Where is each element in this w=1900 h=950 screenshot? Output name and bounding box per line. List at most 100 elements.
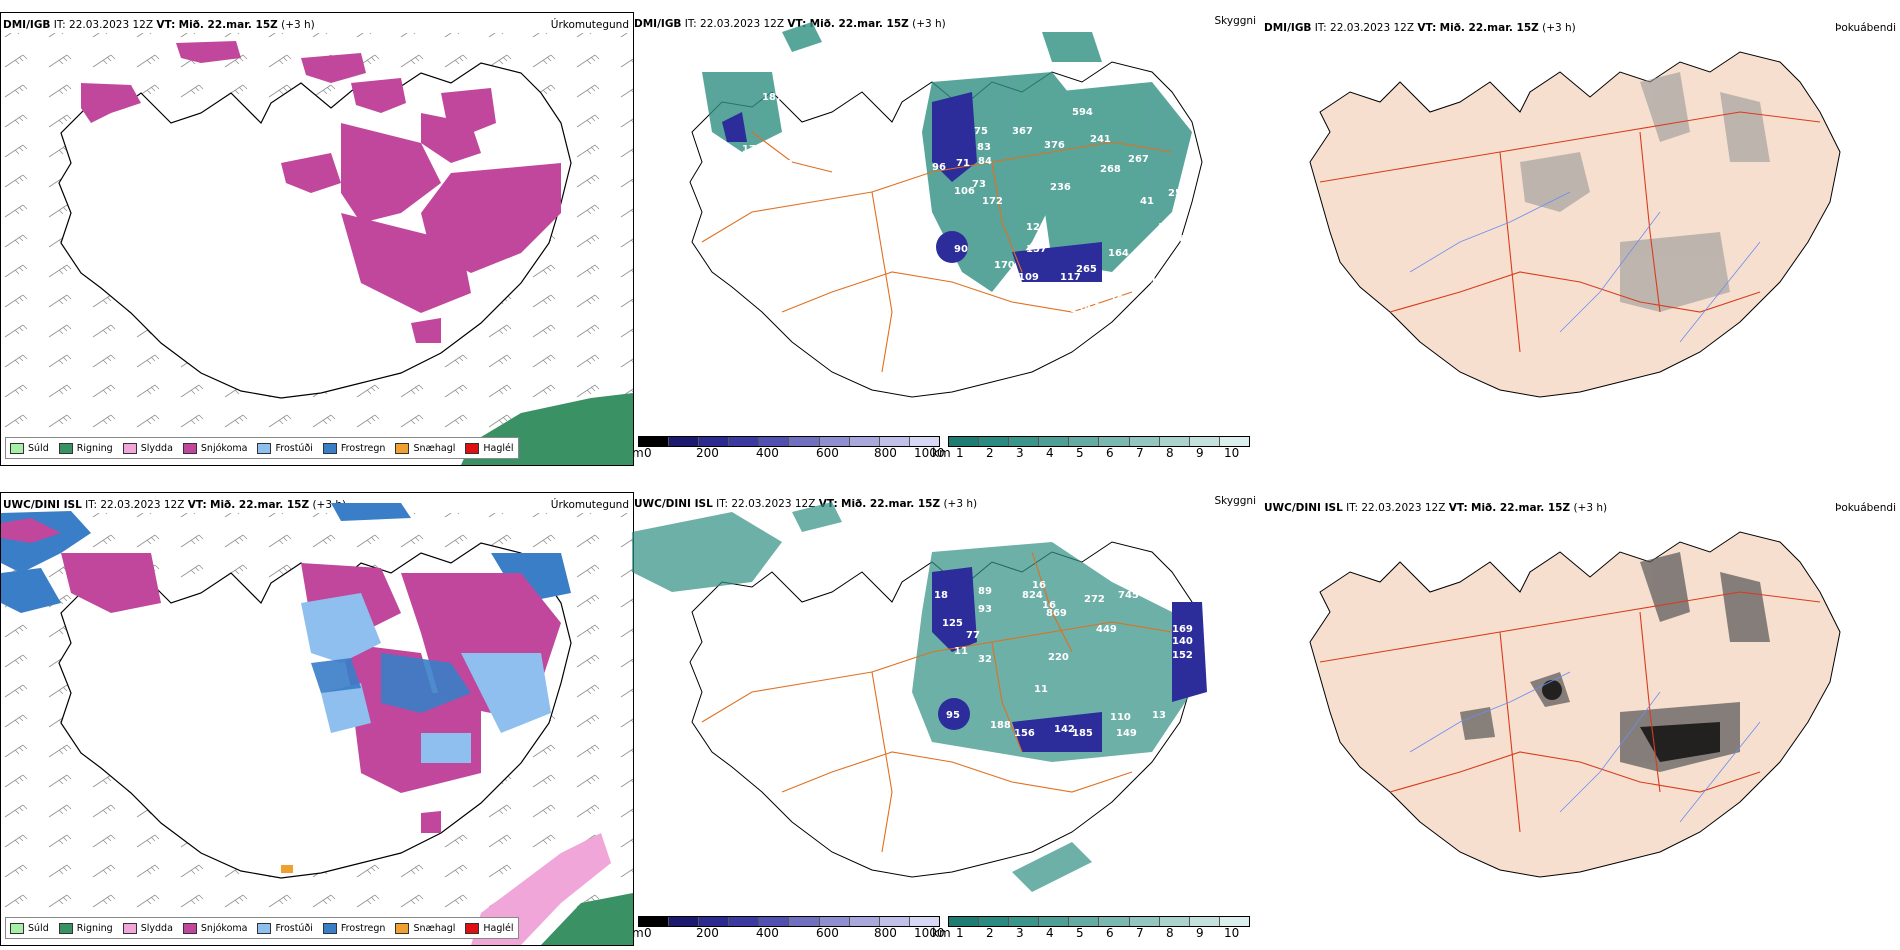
legend-snow: Snjókoma <box>182 442 247 454</box>
svg-text:83: 83 <box>977 142 991 153</box>
cloud-panel-uwc: UWC/DINI ISL IT: 22.03.2023 12Z VT: Mið.… <box>632 492 1260 944</box>
precip-map <box>1 503 633 945</box>
legend-hail: Haglél <box>465 922 514 934</box>
it-label: IT: <box>684 18 697 30</box>
lead-time: (+3 h) <box>912 18 946 30</box>
rain-area <box>541 893 633 945</box>
vt-label: VT: <box>187 499 207 511</box>
model-name: UWC/DINI ISL <box>1264 502 1343 514</box>
svg-text:220: 220 <box>1048 652 1069 663</box>
legend-sleet: Slydda <box>122 922 173 934</box>
svg-text:185: 185 <box>1072 728 1093 739</box>
legend-drizzle: Súld <box>10 922 49 934</box>
it-value: 22.03.2023 12Z <box>1330 22 1415 34</box>
svg-text:41: 41 <box>1140 196 1154 207</box>
cloud-base-numbers: 187 232 171 863 452 96 71 75 83 84 106 7… <box>742 92 1189 349</box>
svg-text:265: 265 <box>1076 264 1097 275</box>
svg-text:869: 869 <box>1046 608 1067 619</box>
svg-text:75: 75 <box>974 126 988 137</box>
vt-label: VT: <box>1448 502 1468 514</box>
lead-time: (+3 h) <box>1542 22 1576 34</box>
svg-text:90: 90 <box>954 244 968 255</box>
it-value: 22.03.2023 12Z <box>731 498 816 510</box>
svg-text:106: 106 <box>954 186 975 197</box>
panel-header: UWC/DINI ISL IT: 22.03.2023 12Z VT: Mið.… <box>634 498 977 510</box>
cloud-map: 187 232 171 863 452 96 71 75 83 84 106 7… <box>689 22 1203 398</box>
svg-text:71: 71 <box>956 158 970 169</box>
cloud-panel-dmi: DMI/IGB IT: 22.03.2023 12Z VT: Mið. 22.m… <box>632 12 1260 464</box>
model-name: UWC/DINI ISL <box>634 498 713 510</box>
height-colorbar <box>638 436 940 447</box>
svg-text:172: 172 <box>982 196 1003 207</box>
svg-text:164: 164 <box>1108 248 1129 259</box>
vt-value: Mið. 22.mar. 15Z <box>1471 502 1571 514</box>
snow-areas <box>81 41 561 343</box>
svg-text:267: 267 <box>1128 154 1149 165</box>
svg-text:236: 236 <box>1050 182 1071 193</box>
svg-text:13: 13 <box>1152 710 1166 721</box>
panel-header: DMI/IGB IT: 22.03.2023 12Z VT: Mið. 22.m… <box>634 18 946 30</box>
cloud-map: 16 18 89 824 272 745 869 125 93 77 11 44… <box>632 502 1207 892</box>
svg-text:449: 449 <box>1096 624 1117 635</box>
svg-text:18: 18 <box>934 590 948 601</box>
fog-title: Þokuábendi <box>1835 502 1896 514</box>
svg-text:156: 156 <box>1014 728 1035 739</box>
svg-text:745: 745 <box>1118 590 1139 601</box>
legend-hail: Haglél <box>465 442 514 454</box>
legend-snow-pellets: Snæhagl <box>395 922 455 934</box>
legend-snow-pellets: Snæhagl <box>395 442 455 454</box>
svg-text:110: 110 <box>1110 712 1131 723</box>
panel-header: DMI/IGB IT: 22.03.2023 12Z VT: Mið. 22.m… <box>3 19 315 31</box>
vt-value: Mið. 22.mar. 15Z <box>178 19 278 31</box>
svg-text:367: 367 <box>1012 126 1033 137</box>
svg-text:95: 95 <box>946 710 960 721</box>
svg-text:133: 133 <box>1150 276 1171 287</box>
svg-text:121: 121 <box>1026 222 1047 233</box>
svg-text:148: 148 <box>1134 260 1155 271</box>
precip-legend: Súld Rigning Slydda Snjókoma Frostúði Fr… <box>5 437 519 459</box>
precip-type-panel-dmi: DMI/IGB IT: 22.03.2023 12Z VT: Mið. 22.m… <box>0 12 634 466</box>
svg-text:73: 73 <box>972 179 986 190</box>
svg-text:232: 232 <box>792 102 813 113</box>
svg-text:142: 142 <box>1054 724 1075 735</box>
svg-text:187: 187 <box>762 92 783 103</box>
precip-map <box>1 33 633 465</box>
panel-header: UWC/DINI ISL IT: 22.03.2023 12Z VT: Mið.… <box>1264 502 1607 514</box>
precip-title: Úrkomutegund <box>550 19 629 31</box>
precip-legend: Súld Rigning Slydda Snjókoma Frostúði Fr… <box>5 917 519 939</box>
svg-text:178: 178 <box>1158 222 1179 233</box>
svg-text:138: 138 <box>1070 304 1091 315</box>
model-name: DMI/IGB <box>634 18 682 30</box>
svg-text:117: 117 <box>1060 272 1081 283</box>
svg-text:140: 140 <box>1172 636 1193 647</box>
it-value: 22.03.2023 12Z <box>100 499 185 511</box>
svg-text:16: 16 <box>1042 600 1056 611</box>
lead-time: (+3 h) <box>1573 502 1608 514</box>
legend-sleet: Slydda <box>122 442 173 454</box>
model-name: DMI/IGB <box>1264 22 1312 34</box>
legend-rain: Rigning <box>58 442 113 454</box>
legend-freezing-drizzle: Frostúði <box>257 442 313 454</box>
lead-time: (+3 h) <box>281 19 315 31</box>
fog-map <box>1309 51 1841 398</box>
vt-value: Mið. 22.mar. 15Z <box>809 18 909 30</box>
svg-text:824: 824 <box>1022 590 1043 601</box>
it-label: IT: <box>85 499 98 511</box>
it-label: IT: <box>53 19 66 31</box>
svg-text:93: 93 <box>978 604 992 615</box>
cloud-colorbar <box>948 916 1250 927</box>
legend-snow: Snjókoma <box>182 922 247 934</box>
cloud-colorbar <box>948 436 1250 447</box>
legend-freezing-rain: Frostregn <box>322 442 385 454</box>
svg-text:188: 188 <box>990 720 1011 731</box>
precip-type-panel-uwc: UWC/DINI ISL IT: 22.03.2023 12Z VT: Mið.… <box>0 492 634 946</box>
svg-text:452: 452 <box>772 159 793 170</box>
model-name: DMI/IGB <box>3 19 51 31</box>
legend-freezing-rain: Frostregn <box>322 922 385 934</box>
vt-label: VT: <box>156 19 176 31</box>
roads <box>701 131 1173 373</box>
vt-label: VT: <box>1417 22 1437 34</box>
it-label: IT: <box>1346 502 1359 514</box>
svg-text:15: 15 <box>1170 286 1184 297</box>
svg-text:96: 96 <box>932 162 946 173</box>
